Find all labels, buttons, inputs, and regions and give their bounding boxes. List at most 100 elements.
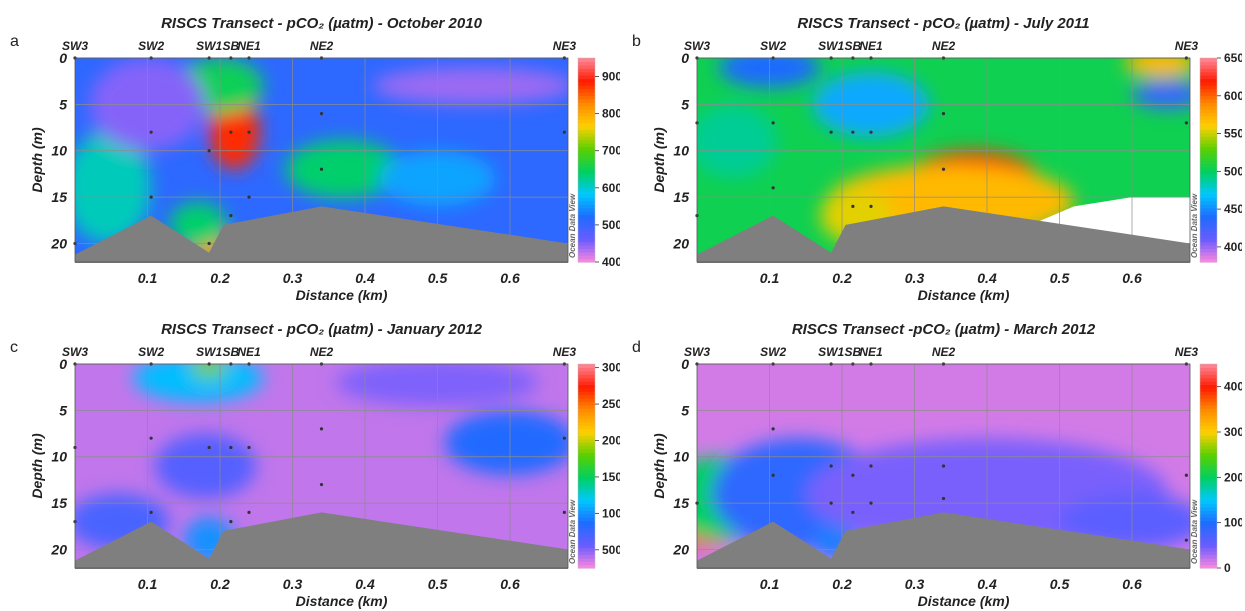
- station-label: NE1: [859, 39, 883, 53]
- station-label: NE2: [310, 39, 334, 53]
- y-tick-label: 15: [673, 495, 689, 511]
- panel-letter: c: [10, 339, 18, 356]
- sample-point: [829, 130, 833, 134]
- y-tick-label: 15: [673, 189, 689, 205]
- watermark: Ocean Data View: [568, 499, 577, 564]
- station-label: SW1: [196, 345, 222, 359]
- sample-point: [149, 510, 153, 514]
- field-feature: [133, 364, 264, 403]
- sample-point: [941, 112, 946, 116]
- colorbar-tick-label: 2000: [602, 434, 620, 448]
- colorbar-tick-label: 400: [1224, 240, 1242, 254]
- x-tick-label: 0.6: [500, 270, 520, 286]
- sample-point: [1184, 473, 1188, 477]
- chart-title: RISCS Transect -pCO₂ (µatm) - March 2012: [792, 321, 1096, 338]
- station-label: SW2: [138, 345, 164, 359]
- sample-point: [562, 436, 566, 440]
- sample-point: [207, 149, 211, 153]
- sample-point: [869, 130, 873, 134]
- x-tick-label: 0.5: [428, 270, 448, 286]
- y-axis-label: Depth (m): [29, 127, 45, 193]
- x-axis-label: Distance (km): [918, 593, 1010, 609]
- x-tick-label: 0.1: [138, 270, 158, 286]
- y-tick-label: 20: [672, 235, 689, 251]
- y-tick-label: 20: [50, 235, 67, 251]
- station-label: SW2: [138, 39, 164, 53]
- station-label: SB: [223, 39, 240, 53]
- y-tick-label: 15: [51, 495, 67, 511]
- colorbar: [577, 363, 596, 569]
- station-label: NE2: [932, 39, 956, 53]
- field-feature: [1124, 58, 1190, 78]
- y-tick-label: 10: [51, 143, 67, 159]
- watermark: Ocean Data View: [1190, 193, 1199, 258]
- station-label: SB: [845, 39, 862, 53]
- sample-point: [149, 195, 153, 199]
- station-label: SB: [223, 345, 240, 359]
- sample-point: [941, 496, 946, 501]
- field-feature: [1132, 81, 1190, 109]
- colorbar-tick-label: 600: [1224, 89, 1242, 103]
- x-tick-label: 0.1: [138, 576, 158, 592]
- colorbar-tick-label: 650: [1224, 51, 1242, 65]
- seabed: [75, 512, 568, 569]
- sample-point: [771, 427, 775, 431]
- y-axis-label: Depth (m): [651, 433, 667, 499]
- sample-point: [869, 501, 873, 505]
- sample-point: [229, 130, 233, 134]
- y-tick-label: 15: [51, 189, 67, 205]
- chart-title: RISCS Transect - pCO₂ (µatm) - July 2011: [797, 15, 1089, 32]
- station-label: SW3: [62, 345, 88, 359]
- station-label: SW2: [760, 39, 786, 53]
- sample-point: [247, 445, 251, 450]
- colorbar-tick-label: 500: [1224, 164, 1242, 178]
- plot-frame: [696, 57, 1191, 263]
- sample-point: [319, 112, 324, 116]
- y-tick-label: 0: [681, 50, 689, 66]
- sample-point: [207, 241, 211, 246]
- sample-point: [207, 445, 211, 450]
- chart-svg: b RISCS Transect - pCO₂ (µatm) - July 201…: [632, 15, 1242, 303]
- station-label: NE3: [553, 39, 577, 53]
- x-tick-label: 0.4: [977, 270, 997, 286]
- colorbar-tick-label: 0: [1224, 561, 1231, 575]
- field-feature: [75, 132, 152, 244]
- x-tick-label: 0.1: [760, 270, 780, 286]
- x-tick-label: 0.4: [977, 576, 997, 592]
- station-label: NE1: [237, 345, 261, 359]
- x-tick-label: 0.4: [355, 270, 375, 286]
- sample-point: [941, 167, 946, 171]
- colorbar-tick-label: 800: [602, 107, 620, 121]
- field-features: [75, 364, 568, 564]
- field-feature: [285, 139, 402, 199]
- x-tick-label: 0.1: [760, 576, 780, 592]
- sample-point: [562, 130, 566, 134]
- x-tick-label: 0.3: [905, 576, 925, 592]
- chart-svg: d RISCS Transect -pCO₂ (µatm) - March 201…: [632, 321, 1242, 609]
- watermark: Ocean Data View: [568, 193, 577, 258]
- x-tick-label: 0.2: [832, 270, 852, 286]
- x-tick-label: 0.5: [428, 576, 448, 592]
- x-tick-label: 0.2: [832, 576, 852, 592]
- colorbar-tick-label: 450: [1224, 202, 1242, 216]
- sample-point: [869, 464, 873, 468]
- station-label: NE1: [237, 39, 261, 53]
- colorbar-tick-label: 900: [602, 70, 620, 84]
- sample-point: [247, 195, 251, 199]
- colorbar-tick-label: 500: [602, 543, 620, 557]
- y-tick-label: 5: [681, 402, 689, 418]
- sample-point: [562, 510, 566, 514]
- y-tick-label: 0: [681, 356, 689, 372]
- sample-point: [941, 464, 946, 468]
- field-features: [697, 58, 1190, 244]
- panel-c: c RISCS Transect - pCO₂ (µatm) - January …: [0, 306, 620, 611]
- seabed: [697, 512, 1190, 569]
- colorbar-tick-label: 500: [602, 218, 620, 232]
- x-tick-label: 0.6: [1122, 576, 1142, 592]
- sample-point: [319, 427, 324, 431]
- colorbar-tick-label: 400: [602, 255, 620, 269]
- seabed: [697, 206, 1190, 263]
- sample-point: [869, 204, 873, 208]
- panel-b: b RISCS Transect - pCO₂ (µatm) - July 201…: [622, 0, 1242, 305]
- chart-title: RISCS Transect - pCO₂ (µatm) - October 2…: [161, 15, 482, 32]
